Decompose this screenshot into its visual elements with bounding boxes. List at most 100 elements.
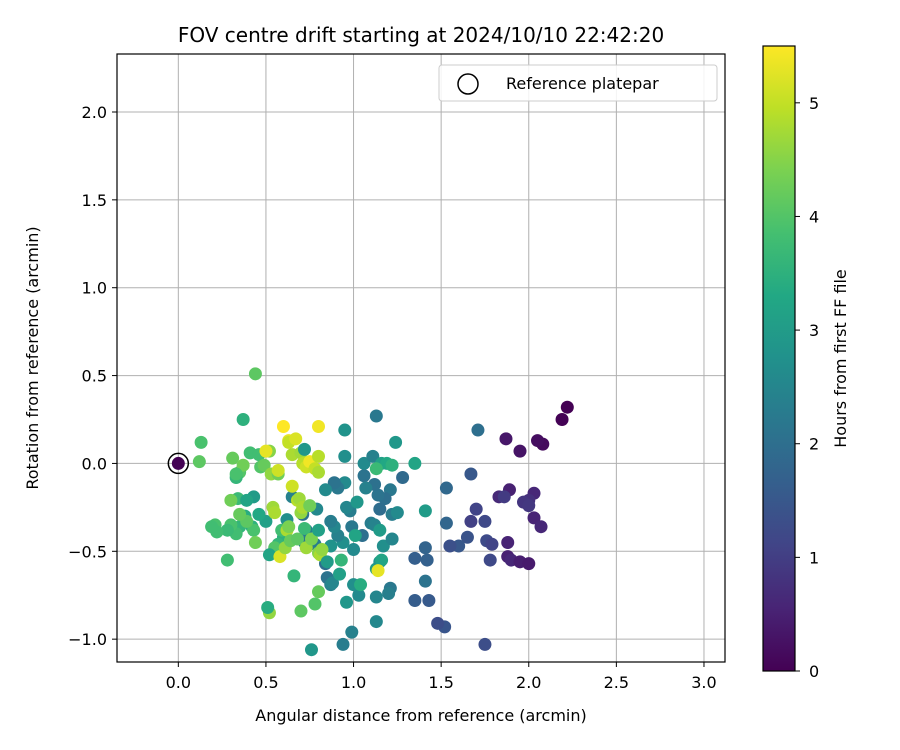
data-point — [373, 523, 387, 537]
y-tick-label: 0.0 — [82, 454, 107, 473]
data-point — [357, 456, 371, 470]
data-point — [334, 553, 348, 567]
data-point — [373, 502, 387, 516]
data-point — [560, 400, 574, 414]
legend-box — [438, 64, 718, 102]
data-point — [497, 490, 511, 504]
colorbar-tick-label: 2 — [809, 435, 819, 454]
x-tick-label: 1.5 — [428, 673, 453, 692]
data-point — [326, 576, 340, 590]
reference-marker — [167, 452, 190, 475]
x-tick-label: 3.0 — [691, 673, 716, 692]
data-point — [282, 520, 296, 534]
data-point — [262, 548, 276, 562]
data-point — [315, 543, 329, 557]
y-tick-label: 2.0 — [82, 103, 107, 122]
data-point — [375, 553, 389, 567]
data-point — [371, 564, 385, 578]
data-point — [290, 532, 304, 546]
data-point — [460, 530, 474, 544]
grid-lines — [117, 54, 725, 662]
data-point — [233, 507, 247, 521]
data-point — [257, 458, 271, 472]
data-point — [443, 539, 457, 553]
data-point — [287, 569, 301, 583]
data-point — [276, 420, 290, 434]
x-axis-ticks: 0.0 0.5 1.0 1.5 2.0 2.5 3.0 — [166, 662, 717, 692]
data-point — [224, 493, 238, 507]
data-point — [247, 523, 261, 537]
data-point — [478, 514, 492, 528]
data-point — [311, 523, 325, 537]
data-point — [522, 557, 536, 571]
x-tick-label: 2.0 — [516, 673, 541, 692]
data-point — [271, 463, 285, 477]
data-point — [408, 593, 422, 607]
data-point — [220, 523, 234, 537]
data-point — [236, 413, 250, 427]
colorbar-tick-label: 4 — [809, 207, 819, 226]
y-axis-ticks: −1.0 −0.5 0.0 0.5 1.0 1.5 2.0 — [68, 103, 117, 649]
data-point — [297, 442, 311, 456]
data-point — [236, 458, 250, 472]
data-point — [192, 455, 206, 469]
data-point — [513, 444, 527, 458]
data-point — [311, 449, 325, 463]
data-point — [369, 615, 383, 629]
x-tick-label: 0.0 — [166, 673, 191, 692]
data-point — [369, 590, 383, 604]
data-point — [248, 536, 262, 550]
data-point — [418, 574, 432, 588]
data-point — [259, 444, 273, 458]
plot-frame — [116, 53, 726, 663]
data-point — [366, 449, 380, 463]
x-tick-label: 0.5 — [253, 673, 278, 692]
data-point — [389, 435, 403, 449]
data-point — [297, 521, 311, 535]
y-tick-label: −0.5 — [68, 542, 107, 561]
colorbar-tick-label: 1 — [809, 548, 819, 567]
data-point — [304, 643, 318, 657]
data-point — [483, 553, 497, 567]
data-point — [418, 541, 432, 555]
data-point — [396, 470, 410, 484]
data-point — [220, 553, 234, 567]
data-point — [347, 543, 361, 557]
colorbar-tick-label: 5 — [809, 94, 819, 113]
data-point — [333, 567, 347, 581]
data-point — [431, 616, 445, 630]
y-axis-label: Rotation from reference (arcmin) — [23, 226, 42, 489]
data-point — [369, 462, 383, 476]
data-point — [229, 467, 243, 481]
data-point — [304, 532, 318, 546]
data-point — [348, 528, 362, 542]
colorbar-label: Hours from first FF file — [831, 269, 850, 448]
data-point — [338, 449, 352, 463]
colorbar-gradient — [762, 45, 796, 672]
y-tick-label: 1.0 — [82, 279, 107, 298]
data-point — [385, 458, 399, 472]
x-tick-label: 2.5 — [604, 673, 629, 692]
colorbar: 0 1 2 3 4 5 Hours from first FF file — [762, 45, 850, 681]
data-point — [303, 499, 317, 513]
data-point — [194, 435, 208, 449]
data-point — [308, 597, 322, 611]
y-tick-label: −1.0 — [68, 630, 107, 649]
data-point — [324, 514, 338, 528]
data-point — [352, 588, 366, 602]
data-points — [167, 367, 574, 657]
data-point — [469, 502, 483, 516]
data-point — [345, 625, 359, 639]
data-point — [408, 456, 422, 470]
data-point — [261, 601, 275, 615]
data-point — [478, 637, 492, 651]
data-point — [336, 637, 350, 651]
data-point — [311, 465, 325, 479]
data-point — [371, 488, 385, 502]
data-point — [319, 483, 333, 497]
data-point — [527, 511, 541, 525]
data-point — [408, 551, 422, 565]
data-point — [240, 493, 254, 507]
colorbar-tick-label: 0 — [809, 662, 819, 681]
